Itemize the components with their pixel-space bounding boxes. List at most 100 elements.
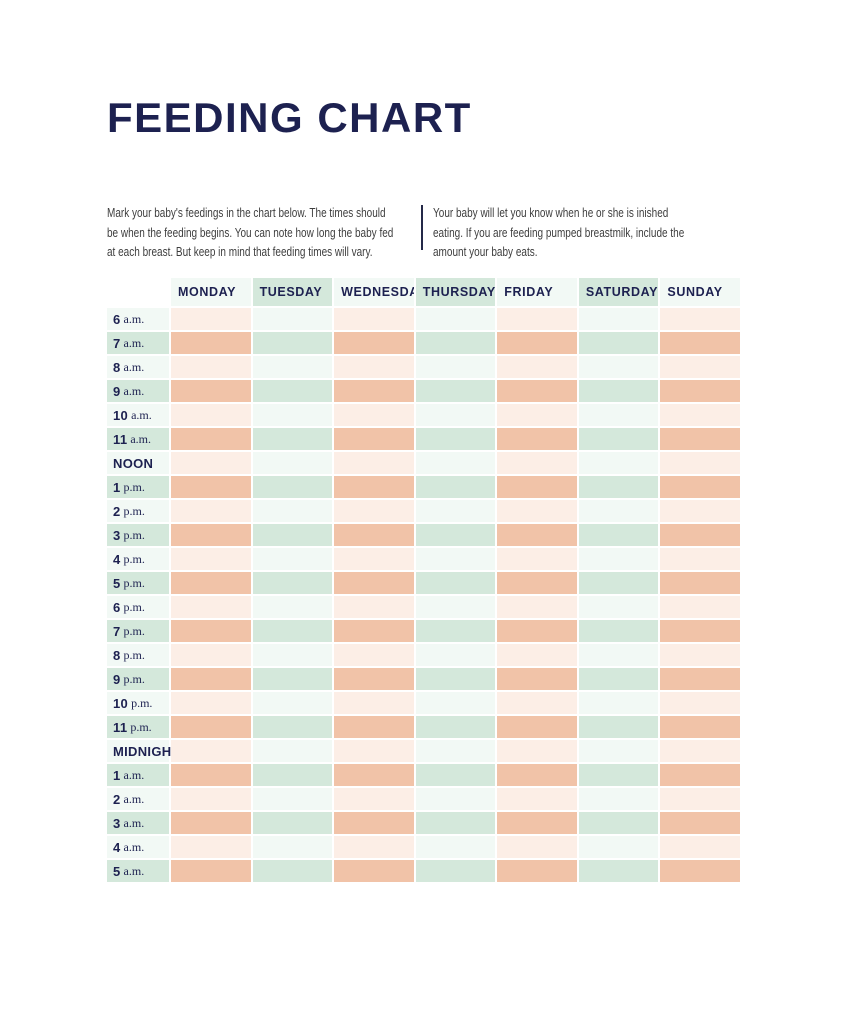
grid-cell [578,524,659,546]
grid-cell [415,548,496,570]
grid-cell [660,404,740,426]
grid-cell [660,332,740,354]
grid-cell [415,404,496,426]
grid-cell [578,356,659,378]
page-title: FEEDING CHART [107,94,472,141]
grid-cell [497,764,577,786]
grid-cell [497,380,577,402]
grid-cell [578,476,659,498]
grid-cell [578,716,659,738]
intro-divider [421,205,423,250]
grid-cell [252,524,333,546]
grid-cell [497,356,577,378]
grid-cell [578,548,659,570]
grid-cell [252,332,333,354]
grid-cell [252,548,333,570]
grid-cell [334,548,414,570]
grid-cell [415,668,496,690]
grid-cell [334,404,414,426]
grid-cell [171,524,251,546]
grid-cell [252,836,333,858]
time-label-7-pm: 7 p.m. [107,620,169,642]
grid-cell [660,476,740,498]
grid-cell [660,548,740,570]
text-line: Your baby will let you know when he or s… [433,206,669,220]
grid-cell [497,308,577,330]
grid-cell [415,788,496,810]
grid-cell [171,548,251,570]
grid-cell [334,764,414,786]
grid-cell [660,428,740,450]
day-header-sunday: SUNDAY [660,278,740,306]
grid-cell [660,668,740,690]
grid-cell [497,644,577,666]
grid-cell [578,644,659,666]
grid-cell [171,428,251,450]
grid-cell [660,644,740,666]
grid-cell [171,332,251,354]
time-label-6-am: 6 a.m. [107,308,169,330]
grid-cell [415,812,496,834]
grid-cell [252,572,333,594]
time-label-9-am: 9 a.m. [107,380,169,402]
time-label-8-pm: 8 p.m. [107,644,169,666]
grid-cell [171,764,251,786]
grid-cell [252,716,333,738]
grid-cell [252,500,333,522]
grid-cell [252,428,333,450]
grid-cell [578,308,659,330]
grid-cell [497,572,577,594]
intro-section: Mark your baby's feedings in the chart b… [107,204,847,266]
grid-cell [334,524,414,546]
grid-cell [252,476,333,498]
grid-cell [415,380,496,402]
grid-cell [660,500,740,522]
grid-cell [334,572,414,594]
grid-cell [660,620,740,642]
grid-cell [334,500,414,522]
grid-cell [252,356,333,378]
grid-cell [578,812,659,834]
text-line: at each breast. But keep in mind that fe… [107,245,373,259]
time-label-midnight: MIDNIGHT [107,740,179,762]
grid-cell [660,380,740,402]
grid-cell [415,524,496,546]
text-line: eating. If you are feeding pumped breast… [433,225,685,240]
grid-cell [497,452,577,474]
grid-cell [660,692,740,714]
grid-cell [334,452,414,474]
grid-cell [171,596,251,618]
grid-cell [578,692,659,714]
grid-cell [334,356,414,378]
time-label-1-am: 1 a.m. [107,764,169,786]
grid-cell [171,812,251,834]
grid-cell [415,644,496,666]
grid-cell [497,620,577,642]
grid-cell [497,500,577,522]
intro-left-paragraph: Mark your baby's feedings in the chart b… [107,204,393,263]
grid-cell [334,692,414,714]
grid-cell [660,812,740,834]
grid-cell [252,692,333,714]
grid-cell [660,716,740,738]
grid-cell [497,812,577,834]
grid-cell [171,716,251,738]
grid-cell [578,788,659,810]
grid-cell [171,404,251,426]
time-label-11-am: 11 a.m. [107,428,169,450]
grid-cell [660,356,740,378]
grid-cell [334,380,414,402]
grid-cell [415,452,496,474]
grid-cell [497,740,577,762]
grid-cell [334,716,414,738]
grid-cell [415,572,496,594]
grid-cell [252,596,333,618]
grid-cell [252,668,333,690]
time-label-9-pm: 9 p.m. [107,668,169,690]
grid-cell [497,404,577,426]
grid-cell [171,452,251,474]
grid-cell [252,788,333,810]
grid-cell [497,596,577,618]
time-label-5-am: 5 a.m. [107,860,169,882]
time-label-1-pm: 1 p.m. [107,476,169,498]
